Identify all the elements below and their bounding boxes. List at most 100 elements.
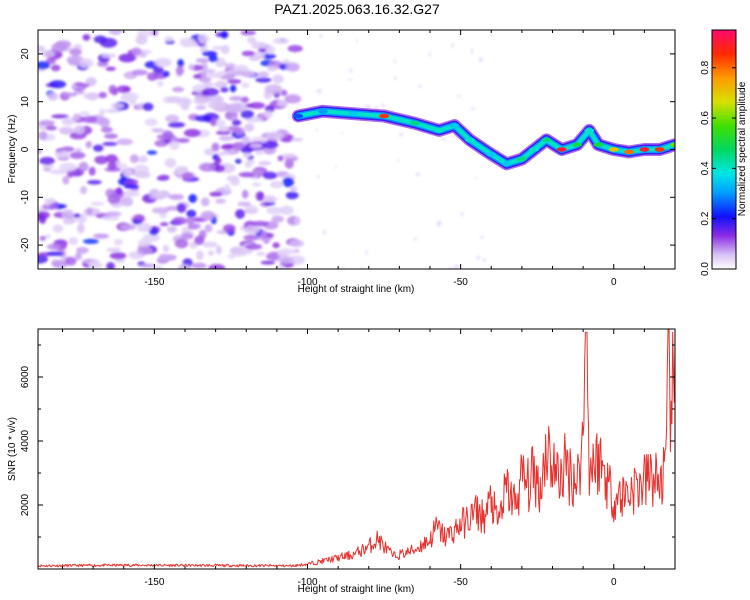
noise-blobs [38, 30, 487, 269]
noise-blob [165, 206, 181, 211]
noise-blob [129, 154, 139, 164]
noise-blob [93, 144, 104, 152]
noise-blob [291, 137, 304, 142]
noise-blob [284, 94, 302, 104]
noise-blob [202, 68, 216, 74]
noise-blob [294, 216, 301, 226]
noise-blob [119, 223, 137, 231]
signal-track-point [556, 147, 567, 152]
noise-blob [78, 58, 94, 68]
noise-blob [316, 88, 323, 94]
noise-blob [61, 92, 77, 97]
noise-blob [245, 243, 263, 250]
noise-blob [74, 148, 82, 153]
noise-blob [80, 185, 87, 195]
noise-blob [244, 123, 255, 132]
noise-blob [270, 180, 284, 189]
noise-blob [158, 253, 169, 261]
snr-series-line [38, 329, 675, 568]
noise-blob [46, 243, 61, 250]
noise-blob [131, 47, 142, 56]
noise-blob [289, 239, 305, 248]
noise-blob [415, 172, 421, 177]
noise-blob [109, 252, 127, 260]
noise-blob [38, 45, 46, 53]
noise-blob [241, 82, 250, 88]
y-tick-label: 0 [20, 146, 31, 152]
noise-blob [153, 66, 164, 74]
noise-blob [229, 96, 244, 101]
noise-blob [175, 65, 185, 76]
noise-blob [266, 65, 278, 72]
noise-blob [256, 251, 266, 256]
noise-blob [69, 132, 87, 140]
noise-blob [200, 197, 210, 207]
noise-blob [249, 143, 262, 149]
noise-blob [125, 179, 139, 186]
noise-blob [52, 224, 64, 233]
noise-blob [151, 207, 169, 214]
signal-track-point [449, 123, 460, 128]
noise-blob [223, 183, 231, 192]
noise-blob [208, 264, 226, 269]
noise-blob [381, 103, 385, 109]
noise-blob [51, 114, 69, 119]
noise-blob [62, 175, 70, 185]
noise-blob [217, 151, 229, 156]
signal-track-point [486, 152, 497, 157]
spectrogram-y-axis-label: Frequency (Hz) [7, 115, 18, 184]
noise-blob [168, 194, 184, 200]
noise-blob [55, 150, 70, 159]
noise-blob [227, 79, 242, 84]
noise-blob [39, 131, 48, 140]
noise-blob [77, 223, 85, 234]
noise-blob [247, 36, 257, 44]
noise-blob [193, 97, 209, 105]
colorbar-tick-label: 0.4 [700, 161, 711, 175]
noise-blob [220, 30, 229, 39]
noise-blob [174, 165, 188, 176]
noise-blob [135, 34, 148, 45]
signal-track-point [654, 147, 665, 152]
noise-blob [220, 144, 234, 150]
noise-blob [188, 63, 195, 71]
noise-blob [289, 186, 298, 192]
noise-blob [87, 180, 102, 185]
noise-blob [453, 264, 460, 269]
noise-blob [249, 102, 265, 109]
noise-blob [341, 266, 345, 269]
noise-blob [153, 192, 165, 198]
y-tick-label: -10 [20, 190, 31, 205]
noise-blob [397, 159, 400, 163]
noise-blob [178, 264, 191, 269]
noise-blob [257, 71, 270, 78]
noise-blob [110, 103, 124, 109]
noise-blob [240, 30, 257, 36]
noise-blob [172, 216, 187, 225]
noise-blob [365, 250, 368, 256]
noise-blob [275, 264, 286, 269]
noise-blob [131, 69, 148, 76]
noise-blob [63, 218, 70, 225]
noise-blob [120, 95, 136, 101]
noise-blob [106, 262, 115, 269]
noise-blob [323, 229, 326, 235]
noise-blob [257, 161, 272, 166]
noise-blob [79, 111, 91, 117]
noise-blob [52, 260, 68, 269]
noise-blob [223, 224, 236, 233]
noise-blob [108, 30, 123, 36]
noise-blob [224, 73, 236, 79]
noise-blob [98, 108, 106, 117]
noise-blob [264, 84, 283, 95]
noise-blob [232, 70, 248, 76]
signal-track-band [296, 109, 675, 166]
noise-blob [41, 50, 55, 58]
noise-blob [244, 160, 252, 169]
noise-blob [45, 125, 58, 131]
noise-blob [105, 66, 116, 72]
noise-blob [187, 223, 201, 230]
noise-blob [266, 206, 283, 215]
noise-blob [116, 138, 133, 146]
